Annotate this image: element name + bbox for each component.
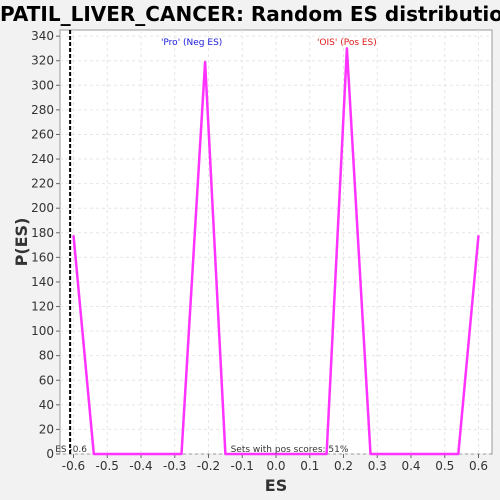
y-tick-label: 220 [31,177,54,191]
x-tick-label: 0.6 [469,459,488,473]
annotation-label: 'OIS' (Pos ES) [317,38,377,48]
annotation-label: Sets with pos scores: 51% [231,445,349,455]
x-axis-label: ES [265,476,287,495]
grid-lines [60,30,492,455]
x-tick-label: 0.5 [435,459,454,473]
y-tick-label: 260 [31,127,54,141]
y-tick-label: 240 [31,152,54,166]
x-axis-ticks: -0.6 -0.5 -0.4 -0.3 -0.2 -0.1 0.0 0.1 0.2 0.3 0.4 0… [62,454,488,473]
y-tick-label: 340 [31,29,54,43]
annotation-label: 'Pro' (Neg ES) [161,38,222,48]
x-tick-label: -0.1 [231,459,254,473]
x-tick-label: -0.2 [197,459,220,473]
y-tick-label: 140 [31,275,54,289]
y-axis-label: P(ES) [12,218,31,267]
x-tick-label: -0.4 [129,459,152,473]
y-tick-label: 200 [31,201,54,215]
y-tick-label: 80 [39,349,54,363]
y-tick-label: 0 [46,447,54,461]
y-tick-label: 20 [39,422,54,436]
y-tick-label: 100 [31,324,54,338]
x-tick-label: -0.3 [163,459,186,473]
y-axis-ticks: 0 20 40 60 80 100 120 140 160 180 200 220 240 260 280 3… [31,29,60,461]
x-tick-label: 0.3 [368,459,387,473]
y-tick-label: 60 [39,373,54,387]
x-tick-label: 0.0 [266,459,285,473]
x-tick-label: -0.6 [62,459,85,473]
x-tick-label: 0.2 [334,459,353,473]
y-tick-label: 320 [31,54,54,68]
annotations-group: ES -0.6 'Pro' (Neg ES) 'OIS' (Pos ES) Sets … [55,38,377,455]
y-tick-label: 180 [31,226,54,240]
x-tick-label: 0.1 [300,459,319,473]
chart-title: PATIL_LIVER_CANCER: Random ES distributi… [0,2,500,26]
series-group [69,30,480,456]
observed-es-label: ES -0.6 [55,445,87,455]
y-tick-label: 120 [31,300,54,314]
series-line [72,47,480,456]
y-tick-label: 280 [31,103,54,117]
y-tick-label: 300 [31,78,54,92]
y-tick-label: 40 [39,398,54,412]
x-tick-label: 0.4 [401,459,420,473]
x-tick-label: -0.5 [96,459,119,473]
y-tick-label: 160 [31,250,54,264]
